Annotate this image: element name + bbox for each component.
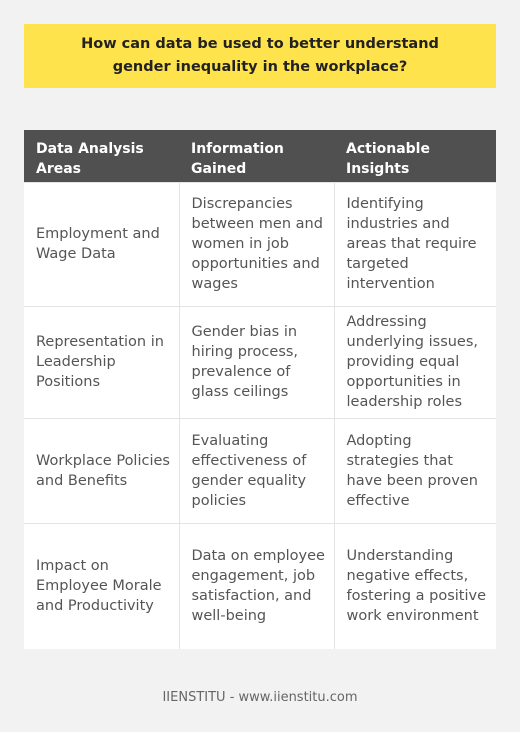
header-information-gained: Information Gained — [179, 130, 334, 182]
table-cell: Gender bias in hiring process, prevalenc… — [179, 305, 335, 418]
table-cell: Representation in Leadership Positions — [24, 305, 180, 418]
header-actionable-insights: Actionable Insights — [334, 130, 496, 182]
header-data-analysis-areas: Data Analysis Areas — [24, 130, 179, 182]
table-cell: Data on employee engagement, job satisfa… — [179, 522, 335, 649]
table-cell: Employment and Wage Data — [24, 181, 180, 306]
table-row: Workplace Policies and Benefits Evaluati… — [24, 417, 496, 523]
data-table: Data Analysis Areas Information Gained A… — [24, 130, 496, 649]
table-header-row: Data Analysis Areas Information Gained A… — [24, 130, 496, 182]
table-row: Employment and Wage Data Discrepancies b… — [24, 181, 496, 306]
question-banner: How can data be used to better understan… — [24, 24, 496, 88]
table-row: Representation in Leadership Positions G… — [24, 305, 496, 418]
table-cell: Understanding negative effects, fosterin… — [334, 522, 496, 649]
question-text: How can data be used to better understan… — [81, 36, 439, 75]
table-cell: Workplace Policies and Benefits — [24, 417, 180, 523]
table-cell: Adopting strategies that have been prove… — [334, 417, 496, 523]
footer-credit: IIENSTITU - www.iienstitu.com — [162, 690, 358, 705]
table-cell: Discrepancies between men and women in j… — [179, 181, 335, 306]
table-cell: Evaluating effectiveness of gender equal… — [179, 417, 335, 523]
table-cell: Impact on Employee Morale and Productivi… — [24, 522, 180, 649]
table-row: Impact on Employee Morale and Productivi… — [24, 522, 496, 649]
table-cell: Addressing underlying issues, providing … — [334, 305, 496, 418]
table-cell: Identifying industries and areas that re… — [334, 181, 496, 306]
